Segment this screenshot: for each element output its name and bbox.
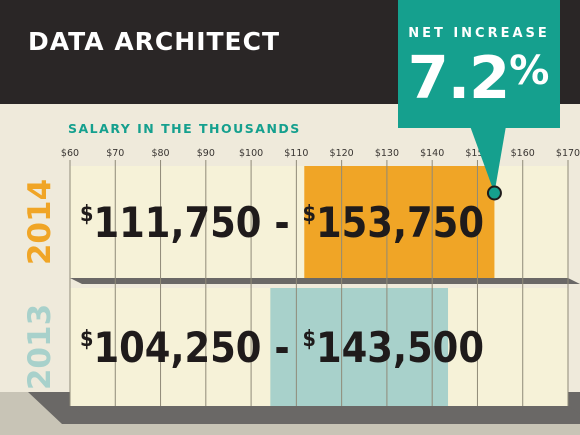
salary-range-label: $111,750 - $153,750: [80, 198, 484, 247]
x-tick-label: $140: [420, 148, 444, 159]
chart-title: DATA ARCHITECT: [28, 27, 281, 56]
row-shadow: [70, 406, 580, 414]
year-label: 2014: [22, 179, 58, 265]
x-tick-label: $90: [197, 148, 215, 159]
callout-box: [398, 0, 560, 128]
net-increase-label: NET INCREASE: [408, 26, 550, 41]
callout-pointer: [470, 126, 506, 193]
callout-dot: [486, 185, 502, 201]
year-label: 2013: [22, 304, 58, 390]
x-tick-label: $170: [556, 148, 580, 159]
x-tick-label: $160: [511, 148, 535, 159]
salary-range-label: $104,250 - $143,500: [80, 323, 484, 372]
x-tick-label: $100: [239, 148, 263, 159]
salary-range-bar: [270, 288, 449, 406]
x-tick-label: $120: [330, 148, 354, 159]
x-tick-label: $60: [61, 148, 79, 159]
salary-range-bar: [304, 166, 495, 278]
net-increase-unit: %: [509, 48, 549, 94]
x-tick-label: $150: [465, 148, 489, 159]
x-tick-label: $110: [284, 148, 308, 159]
x-tick-label: $70: [106, 148, 124, 159]
x-tick-label: $80: [151, 148, 169, 159]
net-increase-value: 7.2%: [398, 46, 558, 110]
row-shadow: [70, 278, 580, 284]
x-tick-label: $130: [375, 148, 399, 159]
chart-subtitle: SALARY IN THE THOUSANDS: [68, 121, 301, 136]
net-increase-number: 7.2: [407, 43, 511, 112]
